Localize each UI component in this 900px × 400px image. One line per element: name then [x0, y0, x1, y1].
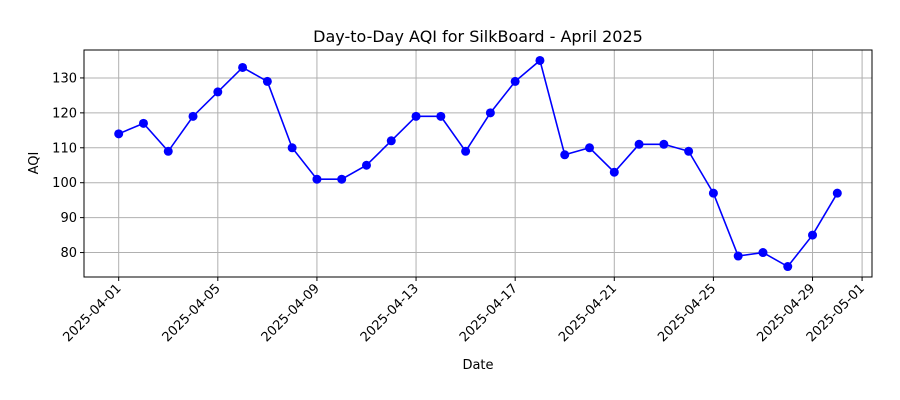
y-tick-label: 120	[52, 106, 77, 121]
y-tick-label: 130	[52, 71, 77, 86]
y-axis-ticks: 80 90 100 110 120 130	[52, 71, 84, 261]
data-point	[114, 129, 124, 139]
data-point	[609, 167, 619, 177]
data-point	[361, 160, 371, 170]
y-axis-label: AQI	[27, 152, 42, 175]
data-point	[783, 262, 793, 272]
data-point	[510, 76, 520, 86]
x-tick-label: 2025-04-17	[457, 281, 521, 345]
data-point	[411, 111, 421, 121]
x-tick-label: 2025-04-01	[60, 281, 124, 345]
x-tick-label: 2025-04-05	[160, 281, 224, 345]
x-tick-label: 2025-04-09	[259, 281, 323, 345]
data-point	[634, 139, 644, 149]
y-tick-label: 90	[60, 211, 77, 226]
x-axis-ticks: 2025-04-01 2025-04-05 2025-04-09 2025-04-13…	[60, 277, 868, 345]
data-point	[312, 174, 322, 184]
data-point	[287, 143, 297, 153]
data-point	[461, 146, 471, 156]
series	[114, 55, 842, 272]
data-point	[238, 62, 248, 72]
plot-frame	[83, 49, 873, 278]
data-point	[163, 146, 173, 156]
y-tick-label: 100	[52, 176, 77, 191]
data-point	[808, 230, 818, 240]
data-point	[733, 251, 743, 261]
data-point	[684, 146, 694, 156]
x-tick-label: 2025-04-21	[556, 281, 620, 345]
data-point	[708, 188, 718, 198]
x-tick-label: 2025-04-25	[655, 281, 719, 345]
x-axis-label: Date	[462, 358, 493, 373]
data-point	[535, 55, 545, 65]
grid	[84, 50, 872, 277]
chart-title: Day-to-Day AQI for SilkBoard - April 202…	[313, 27, 643, 46]
data-point	[386, 136, 396, 146]
data-point	[832, 188, 842, 198]
data-point	[213, 87, 223, 97]
data-point	[758, 248, 768, 258]
data-point	[485, 108, 495, 118]
data-point	[188, 111, 198, 121]
y-tick-label: 110	[52, 141, 77, 156]
data-point	[659, 139, 669, 149]
data-point	[337, 174, 347, 184]
x-tick-label: 2025-04-13	[358, 281, 422, 345]
y-tick-label: 80	[60, 246, 77, 261]
data-point	[585, 143, 595, 153]
data-point	[560, 150, 570, 160]
data-point	[262, 76, 272, 86]
series-line	[118, 59, 838, 268]
data-point	[138, 118, 148, 128]
axes	[83, 49, 873, 278]
data-point	[436, 111, 446, 121]
